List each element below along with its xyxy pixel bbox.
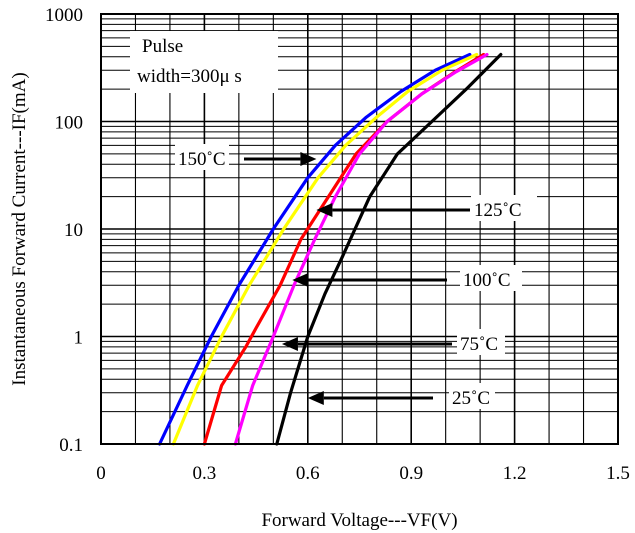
callout-label: 125˚C [474, 200, 522, 221]
y-tick-label: 10 [64, 220, 83, 241]
callout-label-background [449, 383, 495, 409]
series-line [171, 52, 479, 446]
x-tick-label: 0.6 [296, 463, 320, 484]
callout-label-background [471, 195, 537, 221]
y-axis-label: Instantaneous Forward Current---IF(mA) [9, 72, 30, 385]
callout-layer: 150˚C 125˚C 100˚C 75˚C 25˚C [175, 144, 537, 409]
callout-arrow-head [307, 391, 324, 405]
x-axis-label: Forward Voltage---VF(V) [261, 510, 457, 531]
series-line [275, 52, 503, 446]
y-tick-label: 1000 [45, 5, 83, 26]
y-tick-label: 1 [74, 328, 84, 349]
callout-arrow-head [316, 203, 333, 217]
x-tick-label: 1.5 [606, 463, 630, 484]
y-tick-label: 0.1 [59, 435, 83, 456]
annotation-line-2: width=300μ s [137, 66, 242, 87]
annotation-line-1: Pulse [142, 36, 183, 57]
plot-frame [100, 13, 619, 445]
callout-arrow-head [292, 273, 309, 287]
series-line [233, 52, 489, 446]
x-tick-label: 0 [96, 463, 106, 484]
series-layer [158, 52, 503, 446]
callout-label: 100˚C [463, 270, 511, 291]
callout-arrow-head [300, 152, 317, 166]
grid-lines [101, 14, 618, 444]
x-tick-label: 0.9 [399, 463, 423, 484]
tick-labels: 0 0.3 0.6 0.9 1.2 1.5 0.1 1 10 100 1000 [45, 5, 630, 484]
annotation-background [130, 31, 278, 93]
y-tick-label: 100 [55, 113, 84, 134]
pulse-annotation: Pulse width=300μ s [130, 31, 278, 93]
series-line [158, 52, 472, 446]
x-tick-label: 0.3 [193, 463, 217, 484]
callout-label: 150˚C [178, 149, 226, 170]
callout-label-background [457, 329, 505, 355]
callout-arrow-head [281, 337, 298, 351]
callout-label-background [460, 265, 522, 291]
callout-label: 75˚C [460, 334, 498, 355]
callout-label: 25˚C [452, 388, 490, 409]
callout-label-background [175, 144, 229, 170]
x-tick-label: 1.2 [503, 463, 527, 484]
